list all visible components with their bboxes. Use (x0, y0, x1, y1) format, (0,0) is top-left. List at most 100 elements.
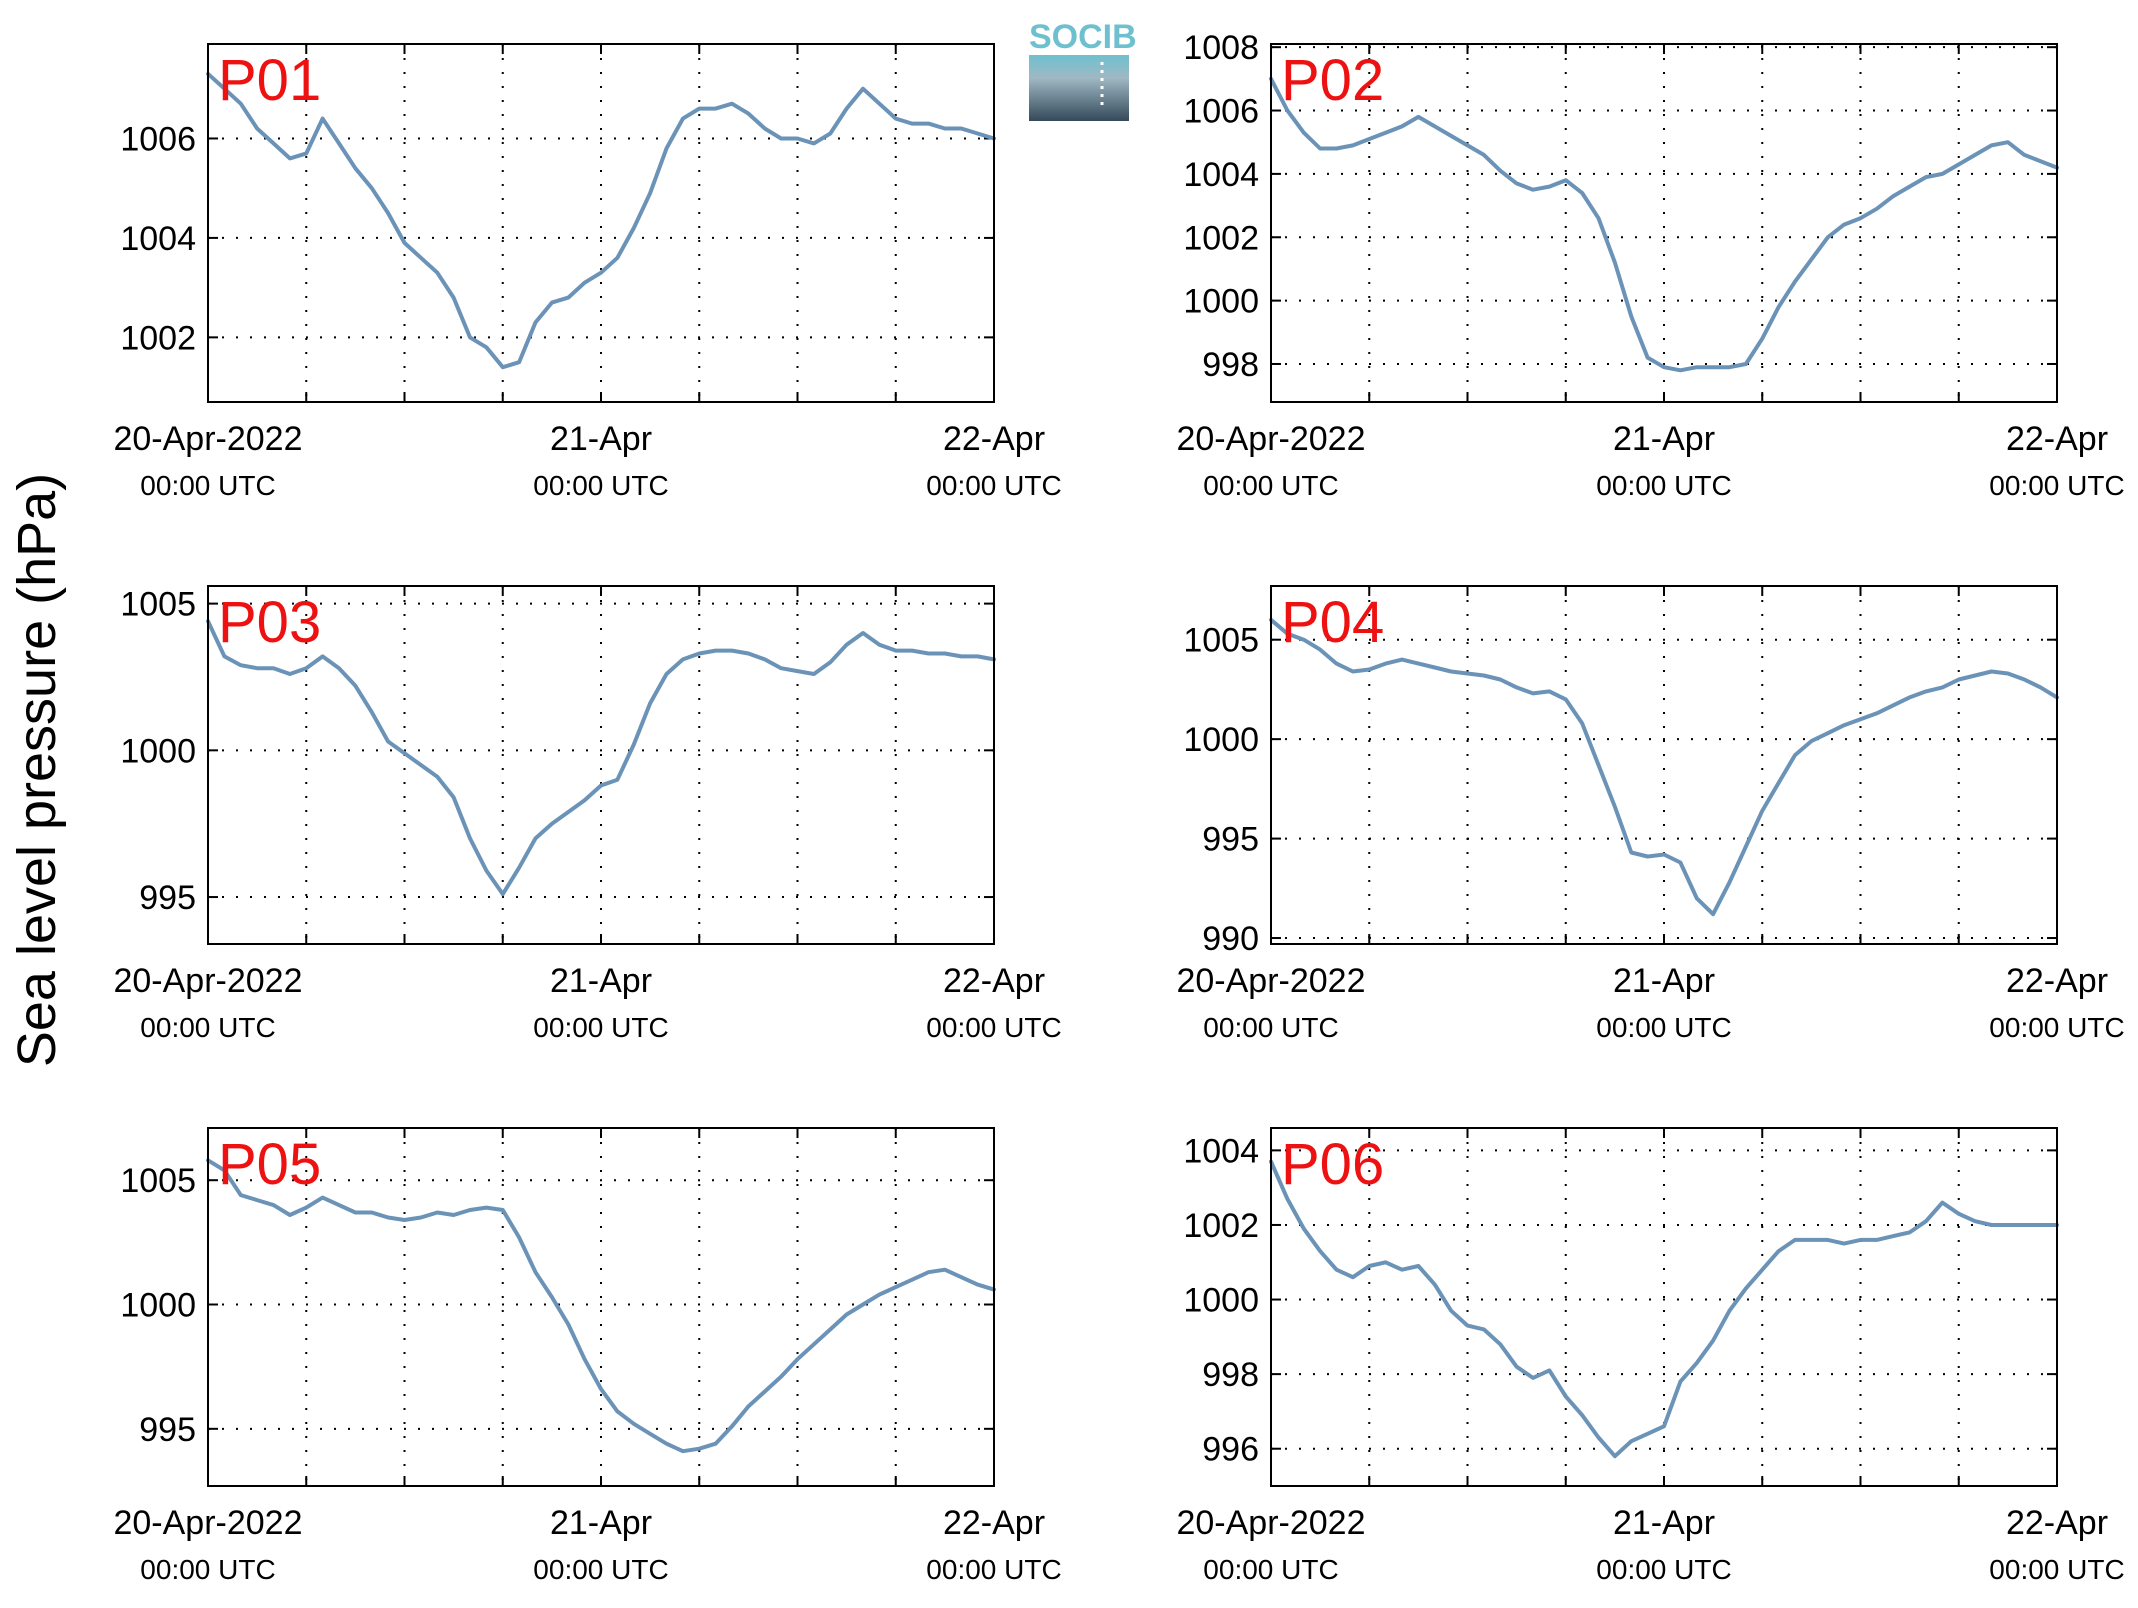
data-point (1924, 689, 1928, 693)
data-point (1744, 845, 1748, 849)
data-point (550, 1295, 554, 1299)
data-point (1646, 356, 1650, 360)
x-tick-label: 22-Apr (943, 1504, 1045, 1542)
panel-p03: 995 1000 1005 20-Apr-2022 00:00 UTC 21-Apr 00:… (113, 585, 1062, 1043)
x-tick-sublabel: 00:00 UTC (1596, 470, 1731, 501)
data-point (239, 102, 243, 106)
data-point (321, 1196, 325, 1200)
data-point (796, 1357, 799, 1361)
data-point (1924, 1219, 1928, 1223)
data-point (976, 132, 980, 135)
data-point (1547, 689, 1551, 693)
y-tick-label: 1005 (1183, 622, 1259, 660)
y-tick-label: 1002 (1183, 1207, 1259, 1245)
data-point (746, 651, 750, 655)
data-point (255, 127, 259, 131)
data-point (468, 1208, 472, 1212)
x-tick-label: 21-Apr (550, 420, 652, 458)
data-point (1531, 188, 1535, 192)
data-point (1940, 685, 1944, 689)
data-point (697, 107, 701, 111)
data-point (861, 1303, 865, 1307)
data-point (1515, 685, 1519, 689)
data-point (1711, 1339, 1715, 1343)
data-point (501, 1208, 505, 1212)
data-point (1515, 1365, 1519, 1369)
data-point (583, 798, 587, 802)
data-point (1662, 853, 1666, 856)
data-point (534, 1270, 537, 1274)
data-point (419, 1216, 423, 1219)
data-point (910, 1278, 914, 1282)
data-point (1940, 172, 1944, 176)
data-point (1384, 662, 1388, 666)
data-point (1449, 1309, 1453, 1313)
y-tick-label: 990 (1202, 920, 1259, 958)
data-point (1711, 912, 1715, 916)
x-tick-sublabel: 00:00 UTC (533, 470, 668, 501)
data-point (959, 1275, 963, 1279)
data-point (1957, 1212, 1961, 1216)
data-point (1597, 216, 1600, 220)
data-point (1351, 670, 1355, 674)
data-point (222, 654, 226, 658)
data-point (2039, 1223, 2043, 1227)
data-point (877, 643, 881, 647)
data-point (1924, 175, 1928, 179)
data-point (1875, 711, 1879, 715)
data-point (1285, 1197, 1289, 1201)
y-tick-label: 998 (1202, 346, 1259, 384)
x-tick-label: 20-Apr-2022 (113, 1504, 302, 1542)
axes-frame (207, 1127, 995, 1487)
data-point (1433, 124, 1437, 128)
data-point (714, 1442, 718, 1446)
data-point (304, 1206, 308, 1210)
data-point (1809, 257, 1813, 261)
data-point (861, 87, 865, 91)
data-point (1891, 1234, 1895, 1238)
data-point (2006, 1223, 2010, 1227)
data-point (1367, 668, 1371, 672)
data-point (222, 1168, 226, 1172)
data-point (1646, 1432, 1650, 1436)
data-point (648, 701, 652, 705)
data-point (812, 672, 816, 676)
data-point (1875, 1238, 1879, 1242)
x-tick-sublabel: 00:00 UTC (1596, 1554, 1731, 1585)
data-point (976, 1283, 980, 1287)
data-point (272, 1203, 275, 1207)
data-point (484, 1206, 488, 1210)
data-point (615, 778, 619, 782)
data-point (2006, 140, 2010, 144)
data-point (501, 892, 505, 896)
panel-label: P04 (1281, 590, 1384, 655)
x-tick-label: 22-Apr (943, 962, 1045, 1000)
data-point (1826, 1238, 1830, 1242)
data-point (1826, 731, 1830, 735)
data-point (894, 649, 898, 653)
data-point (583, 281, 587, 285)
data-point (796, 136, 799, 140)
data-point (943, 127, 947, 131)
data-point (321, 117, 325, 121)
x-tick-sublabel: 00:00 UTC (1203, 470, 1338, 501)
y-tick-label: 998 (1202, 1356, 1259, 1394)
panel-label: P01 (218, 48, 321, 113)
data-point (1482, 153, 1486, 157)
data-point (1318, 147, 1322, 151)
data-point (796, 669, 799, 673)
x-tick-label: 21-Apr (1613, 1504, 1715, 1542)
panel-label: P03 (218, 590, 321, 655)
data-point (599, 271, 603, 275)
data-point (435, 1211, 439, 1215)
data-point (1629, 1439, 1633, 1443)
data-point (337, 1203, 341, 1207)
data-point (1908, 695, 1912, 699)
data-point (894, 117, 898, 121)
data-point (1908, 185, 1912, 189)
data-point (1613, 261, 1617, 265)
data-point (779, 666, 783, 670)
data-point (321, 654, 325, 658)
data-point (1302, 131, 1306, 135)
x-tick-label: 20-Apr-2022 (1176, 962, 1365, 1000)
